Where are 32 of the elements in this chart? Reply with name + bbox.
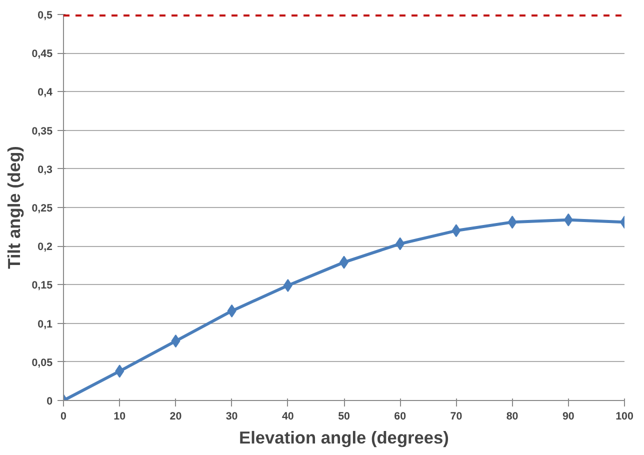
x-axis-title: Elevation angle (degrees) <box>239 428 449 448</box>
y-tick-label: 0,5 <box>38 10 53 22</box>
x-tick-label: 80 <box>506 410 518 422</box>
x-tick-label: 100 <box>616 410 634 422</box>
x-tick-label: 10 <box>114 410 126 422</box>
point <box>171 334 180 348</box>
y-tick-label: 0 <box>46 396 53 408</box>
y-tick-label: 0,1 <box>38 318 53 330</box>
x-tick-label: 0 <box>60 410 67 422</box>
point <box>452 224 461 238</box>
y-tick-label: 0,05 <box>32 356 53 369</box>
y-tick-label: 0,25 <box>32 202 53 214</box>
y-tick-label: 0,3 <box>38 164 53 176</box>
point <box>227 304 236 318</box>
x-tick-label: 30 <box>226 410 238 422</box>
point <box>283 278 292 292</box>
x-tick-label: 60 <box>394 410 406 422</box>
point <box>115 364 124 378</box>
y-axis-title: Tilt angle (deg) <box>4 146 24 269</box>
y-tick-label: 0,4 <box>38 86 53 99</box>
point <box>396 237 405 250</box>
y-tick-label: 0,2 <box>38 241 53 254</box>
y-tick-label: 0,35 <box>32 125 53 138</box>
point <box>564 213 573 226</box>
point <box>508 216 517 229</box>
y-tick-label: 0,45 <box>32 48 53 60</box>
y-tick-label: 0,15 <box>32 280 53 292</box>
x-tick-label: 40 <box>282 410 294 422</box>
x-tick-label: 90 <box>562 410 574 422</box>
x-tick-label: 70 <box>450 410 462 422</box>
x-tick-label: 20 <box>170 410 182 422</box>
x-tick-label: 50 <box>338 410 350 422</box>
